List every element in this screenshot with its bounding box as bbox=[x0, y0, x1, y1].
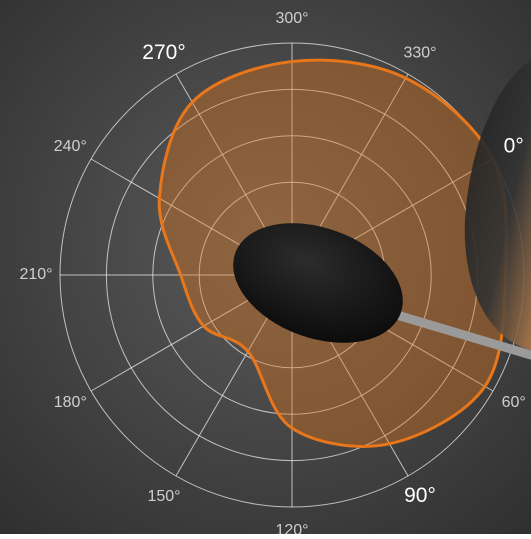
angle-label: 270° bbox=[142, 41, 185, 64]
angle-label: 0° bbox=[504, 135, 524, 158]
angle-label: 150° bbox=[147, 488, 180, 505]
angle-label: 180° bbox=[54, 394, 87, 411]
angle-label: 90° bbox=[404, 484, 436, 507]
angle-label: 330° bbox=[403, 45, 436, 62]
angle-label: 60° bbox=[502, 394, 526, 411]
angle-label: 210° bbox=[19, 266, 52, 283]
mic-boom bbox=[375, 305, 531, 360]
headset-cup bbox=[464, 60, 531, 350]
angle-label: 120° bbox=[275, 522, 308, 534]
angle-label: 240° bbox=[54, 138, 87, 155]
angle-label: 300° bbox=[275, 10, 308, 27]
mic-foam bbox=[233, 223, 403, 343]
